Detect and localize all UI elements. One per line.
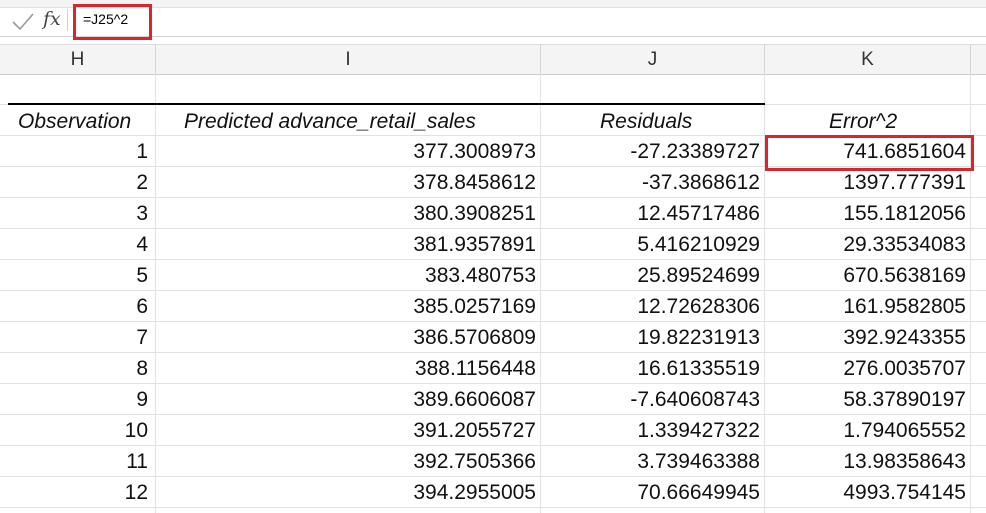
header-cell-error-squared[interactable]: Error^2 <box>829 110 898 133</box>
formula-bar-divider <box>67 9 68 31</box>
check-icon[interactable] <box>10 10 36 32</box>
grid-line <box>540 74 541 513</box>
predicted-cell[interactable]: 378.8458612 <box>413 171 536 194</box>
residual-cell[interactable]: 12.72628306 <box>637 295 760 318</box>
grid-line <box>155 74 156 513</box>
observation-cell[interactable]: 10 <box>124 419 148 442</box>
table-row: 8 388.1156448 16.61335519 276.0035707 <box>0 353 986 384</box>
predicted-cell[interactable]: 386.5706809 <box>413 326 536 349</box>
predicted-cell[interactable]: 385.0257169 <box>413 295 536 318</box>
observation-cell[interactable]: 4 <box>136 233 148 256</box>
residual-cell[interactable]: 3.739463388 <box>637 450 760 473</box>
header-cell-observation[interactable]: Observation <box>18 110 132 133</box>
predicted-cell[interactable]: 388.1156448 <box>414 357 536 380</box>
error-squared-cell[interactable]: 4993.754145 <box>843 481 966 504</box>
table-row: 4 381.9357891 5.416210929 29.33534083 <box>0 229 986 260</box>
error-squared-cell[interactable]: 58.37890197 <box>843 388 966 411</box>
observation-cell[interactable]: 11 <box>126 450 148 473</box>
observation-cell[interactable]: 9 <box>136 388 148 411</box>
grid-line <box>0 228 986 229</box>
column-header-i[interactable]: I <box>156 45 541 74</box>
grid-line <box>0 259 986 260</box>
observation-cell[interactable]: 8 <box>136 357 148 380</box>
predicted-cell[interactable]: 394.2955005 <box>413 481 536 504</box>
grid-line <box>764 74 765 513</box>
table-row: 1 377.3008973 -27.23389727 741.6851604 <box>0 136 986 167</box>
residual-cell[interactable]: 70.66649945 <box>637 481 760 504</box>
error-squared-cell[interactable]: 161.9582805 <box>843 295 966 318</box>
error-squared-cell[interactable]: 1.794065552 <box>843 419 966 442</box>
grid-line <box>0 290 986 291</box>
grid-line <box>0 414 986 415</box>
table-row: 3 380.3908251 12.45717486 155.1812056 <box>0 198 986 229</box>
error-squared-cell[interactable]: 1397.777391 <box>843 171 966 194</box>
grid-line <box>0 507 986 508</box>
residual-cell[interactable]: 12.45717486 <box>637 202 760 225</box>
predicted-cell[interactable]: 383.480753 <box>425 264 536 287</box>
observation-cell[interactable]: 3 <box>136 202 148 225</box>
table-row: 11 392.7505366 3.739463388 13.98358643 <box>0 446 986 477</box>
column-header-h[interactable]: H <box>0 45 156 74</box>
ribbon-edge <box>0 0 986 8</box>
error-squared-cell[interactable]: 13.98358643 <box>843 450 966 473</box>
selected-cell-highlight-box <box>765 135 974 171</box>
residual-cell[interactable]: 19.82231913 <box>637 326 760 349</box>
grid-line <box>0 321 986 322</box>
residual-cell[interactable]: 5.416210929 <box>637 233 760 256</box>
observation-cell[interactable]: 6 <box>136 295 148 318</box>
observation-cell[interactable]: 1 <box>136 140 148 163</box>
error-squared-cell[interactable]: 29.33534083 <box>843 233 966 256</box>
header-underline <box>8 103 765 105</box>
table-row: 12 394.2955005 70.66649945 4993.754145 <box>0 477 986 508</box>
observation-cell[interactable]: 7 <box>136 326 148 349</box>
observation-cell[interactable]: 5 <box>136 264 148 287</box>
predicted-cell[interactable]: 380.3908251 <box>413 202 536 225</box>
predicted-cell[interactable]: 391.2055727 <box>413 419 536 442</box>
observation-cell[interactable]: 2 <box>136 171 148 194</box>
observation-cell[interactable]: 12 <box>124 481 148 504</box>
cell-grid: Observation Predicted advance_retail_sal… <box>0 74 986 513</box>
residual-cell[interactable]: -7.640608743 <box>630 388 760 411</box>
column-header-j[interactable]: J <box>541 45 765 74</box>
header-cell-residuals[interactable]: Residuals <box>600 110 693 133</box>
error-squared-cell[interactable]: 276.0035707 <box>843 357 966 380</box>
error-squared-cell[interactable]: 741.6851604 <box>843 140 966 163</box>
table-row: 5 383.480753 25.89524699 670.5638169 <box>0 260 986 291</box>
grid-line <box>0 352 986 353</box>
residual-cell[interactable]: -37.3868612 <box>642 171 760 194</box>
table-row: 10 391.2055727 1.339427322 1.794065552 <box>0 415 986 446</box>
grid-line <box>0 476 986 477</box>
column-headers: H I J K <box>0 44 986 75</box>
table-row: 9 389.6606087 -7.640608743 58.37890197 <box>0 384 986 415</box>
error-squared-cell[interactable]: 392.9243355 <box>843 326 966 349</box>
header-cell-predicted[interactable]: Predicted advance_retail_sales <box>184 110 476 133</box>
predicted-cell[interactable]: 389.6606087 <box>413 388 536 411</box>
grid-line <box>0 135 986 136</box>
grid-line <box>970 74 971 513</box>
formula-highlight-box <box>73 4 152 40</box>
grid-line <box>0 197 986 198</box>
predicted-cell[interactable]: 392.7505366 <box>413 450 536 473</box>
predicted-cell[interactable]: 377.3008973 <box>413 140 536 163</box>
error-squared-cell[interactable]: 155.1812056 <box>843 202 966 225</box>
grid-line <box>0 166 986 167</box>
table-header-row: Observation Predicted advance_retail_sal… <box>0 106 986 137</box>
error-squared-cell[interactable]: 670.5638169 <box>843 264 966 287</box>
residual-cell[interactable]: 25.89524699 <box>637 264 760 287</box>
residual-cell[interactable]: -27.23389727 <box>630 140 760 163</box>
table-row: 2 378.8458612 -37.3868612 1397.777391 <box>0 167 986 198</box>
grid-line <box>0 445 986 446</box>
table-row: 6 385.0257169 12.72628306 161.9582805 <box>0 291 986 322</box>
residual-cell[interactable]: 1.339427322 <box>637 419 760 442</box>
formula-input[interactable]: =J25^2 <box>83 11 129 27</box>
grid-line <box>0 383 986 384</box>
table-row: 7 386.5706809 19.82231913 392.9243355 <box>0 322 986 353</box>
fx-icon[interactable]: fx <box>43 8 61 30</box>
formula-bar: fx =J25^2 <box>0 0 986 40</box>
predicted-cell[interactable]: 381.9357891 <box>413 233 536 256</box>
residual-cell[interactable]: 16.61335519 <box>637 357 760 380</box>
column-header-k[interactable]: K <box>765 45 971 74</box>
